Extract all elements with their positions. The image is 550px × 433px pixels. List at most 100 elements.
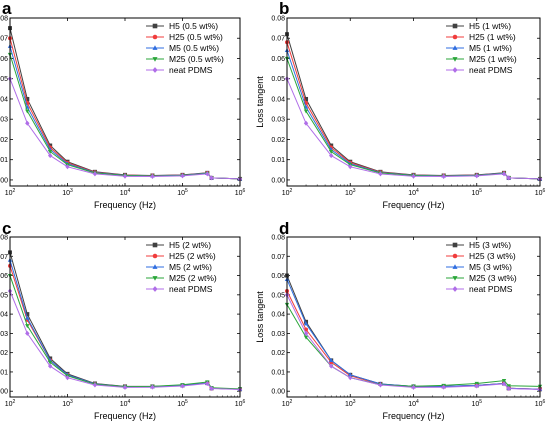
- x-tick-label: 105: [471, 399, 482, 408]
- y-tick-label: 0.05: [271, 292, 285, 299]
- x-tick-label: 102: [282, 399, 293, 408]
- x-tick-label: 102: [5, 188, 16, 197]
- data-point: [25, 120, 30, 126]
- data-point: [150, 384, 155, 390]
- y-tick-label: 0.06: [0, 273, 8, 280]
- x-tick-label: 106: [535, 188, 546, 197]
- legend-marker: [152, 276, 158, 281]
- legend-marker: [152, 23, 158, 29]
- y-tick-label: 0.04: [271, 96, 285, 103]
- legend-label: M25 (0.5 wt%): [169, 54, 224, 64]
- x-tick-label: 106: [235, 399, 246, 408]
- data-point: [122, 384, 128, 390]
- legend-marker: [152, 67, 158, 73]
- legend-label: H5 (1 wt%): [469, 21, 511, 31]
- x-tick-label: 102: [282, 188, 293, 197]
- legend-label: neat PDMS: [469, 284, 513, 294]
- data-point: [411, 384, 416, 390]
- panel-letter: a: [2, 0, 12, 18]
- legend-marker: [452, 242, 458, 248]
- data-point: [209, 386, 214, 392]
- y-tick-label: 0.07: [0, 254, 8, 261]
- legend-marker: [452, 276, 458, 281]
- legend-label: M5 (0.5 wt%): [169, 43, 219, 53]
- series-line-3: [286, 58, 541, 180]
- data-point: [47, 360, 53, 365]
- x-tick-label: 104: [120, 188, 131, 197]
- legend-marker: [452, 253, 458, 259]
- legend-label: neat PDMS: [169, 65, 213, 75]
- data-point: [47, 363, 53, 369]
- plot-frame: [286, 236, 541, 398]
- y-tick-label: 0.03: [0, 117, 8, 124]
- x-tick-label: 103: [345, 399, 356, 408]
- y-tick-label: 0.00: [271, 389, 285, 396]
- legend-marker: [152, 253, 158, 259]
- data-point: [441, 173, 446, 179]
- data-point: [378, 382, 383, 388]
- chart-panel-a: a 0.00 0.01 0.02 0.03 0.04 0.05 0.06 0.07 0.08 102…: [0, 0, 246, 210]
- plot-frame: [9, 17, 241, 187]
- data-point: [205, 381, 210, 387]
- legend-label: M5 (1 wt%): [469, 43, 512, 53]
- y-tick-label: 0.01: [271, 369, 285, 376]
- data-point: [378, 171, 383, 177]
- legend-label: neat PDMS: [169, 284, 213, 294]
- y-tick-label: 0.07: [0, 36, 8, 43]
- series-line-4: [9, 290, 241, 390]
- y-tick-label: 0.02: [271, 137, 285, 144]
- panel-letter: d: [279, 219, 289, 238]
- plot-frame: [286, 17, 541, 187]
- data-point: [329, 363, 334, 369]
- y-tick-label: 0.08: [0, 235, 8, 242]
- data-point: [92, 382, 98, 388]
- x-axis-title: Frequency (Hz): [382, 411, 444, 421]
- data-point: [25, 330, 30, 336]
- data-point: [303, 120, 309, 126]
- legend-label: neat PDMS: [469, 65, 513, 75]
- data-point: [506, 386, 511, 392]
- chart-panel-c: c 0.00 0.01 0.02 0.03 0.04 0.05 0.06 0.07 0.08 102…: [0, 219, 246, 421]
- legend-marker: [152, 57, 158, 62]
- data-point: [65, 375, 70, 381]
- x-tick-label: 103: [345, 188, 356, 197]
- y-tick-label: 0.07: [271, 36, 285, 43]
- y-tick-label: 0.06: [271, 273, 285, 280]
- data-point: [348, 164, 353, 170]
- data-point: [348, 375, 353, 381]
- y-tick-label: 0.08: [271, 16, 285, 23]
- y-tick-label: 0.08: [271, 235, 285, 242]
- legend-label: M5 (3 wt%): [469, 262, 512, 272]
- y-tick-label: 0.01: [271, 157, 285, 164]
- legend-label: H25 (2 wt%): [169, 251, 216, 261]
- y-tick-label: 0.04: [0, 312, 8, 319]
- data-point: [441, 384, 446, 390]
- series-line-2: [286, 279, 541, 390]
- y-tick-label: 0.01: [0, 369, 8, 376]
- y-tick-label: 0.02: [271, 350, 285, 357]
- y-tick-label: 0.06: [271, 56, 285, 63]
- data-point: [501, 171, 507, 177]
- panel-letter: b: [279, 0, 289, 18]
- series-line-4: [286, 294, 541, 390]
- y-tick-label: 0.00: [0, 389, 8, 396]
- legend-label: H25 (3 wt%): [469, 251, 516, 261]
- x-tick-label: 105: [177, 188, 188, 197]
- legend-marker: [452, 286, 458, 292]
- data-point: [209, 175, 214, 181]
- y-tick-label: 0.07: [271, 254, 285, 261]
- legend-marker: [452, 23, 458, 29]
- data-point: [122, 173, 128, 179]
- legend-label: H25 (0.5 wt%): [169, 32, 223, 42]
- legend-marker: [452, 264, 458, 269]
- legend-label: H5 (3 wt%): [469, 240, 511, 250]
- x-tick-label: 105: [471, 188, 482, 197]
- legend-marker: [152, 34, 158, 40]
- x-axis-title: Frequency (Hz): [94, 411, 156, 421]
- y-tick-label: 0.05: [0, 76, 8, 83]
- data-point: [92, 171, 98, 177]
- y-tick-label: 0.01: [0, 157, 8, 164]
- y-axis-title: Loss tangent: [255, 76, 265, 128]
- y-tick-label: 0.04: [271, 312, 285, 319]
- x-tick-label: 103: [62, 399, 73, 408]
